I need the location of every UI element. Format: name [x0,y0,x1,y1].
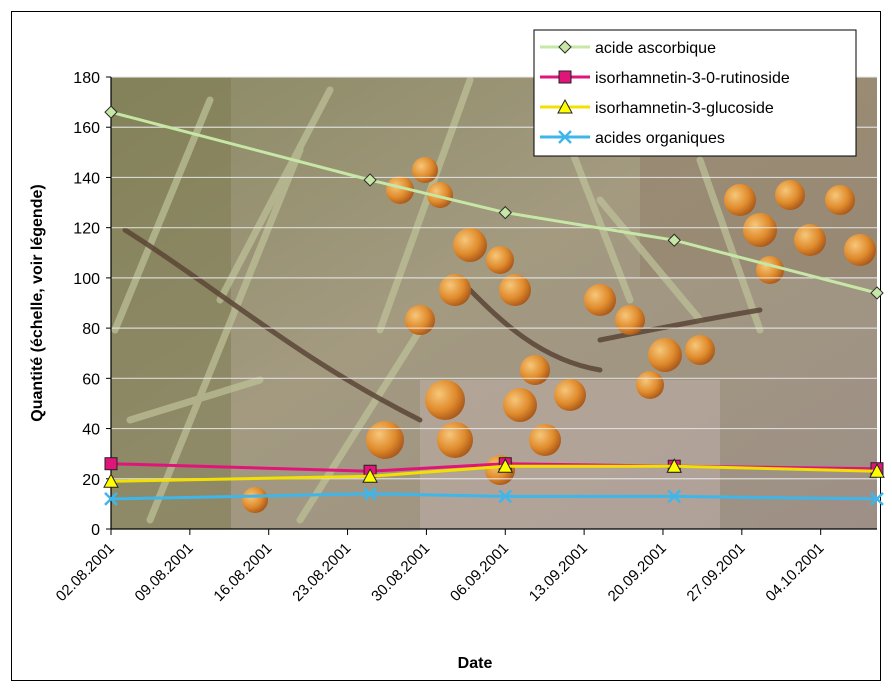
data-point [870,286,884,300]
x-tick-label: 13.09.2001 [526,540,591,605]
x-axis-ticks: 02.08.2001 09.08.2001 16.08.2001 23.08.2001… [53,529,828,605]
x-tick-label: 30.08.2001 [368,540,433,605]
legend-label: isorhamnetin-3-0-rutinoside [595,70,790,87]
data-point [667,489,682,504]
legend-marker [557,98,573,114]
x-tick-label: 27.09.2001 [684,540,749,605]
data-point [667,233,681,247]
y-tick-label: 0 [91,522,100,539]
x-tick-label: 04.10.2001 [762,540,827,605]
data-point [498,205,512,220]
x-tick-label: 02.08.2001 [53,540,118,605]
y-tick-label: 120 [73,221,100,238]
x-tick-label: 09.08.2001 [132,540,197,605]
y-tick-label: 80 [82,321,100,338]
y-tick-label: 180 [73,70,100,87]
y-tick-label: 60 [82,371,100,388]
y-tick-label: 20 [82,472,100,489]
legend-label: acide ascorbique [595,40,716,57]
x-axis-title: Date [458,655,493,672]
x-tick-label: 16.08.2001 [210,540,275,605]
data-point [362,468,378,483]
data-point [104,457,118,471]
x-tick-label: 06.09.2001 [447,540,512,605]
data-point [869,463,885,478]
legend-label: acides organiques [595,130,725,147]
legend-marker [558,130,572,144]
data-point [363,486,377,501]
x-tick-label: 20.09.2001 [605,540,670,605]
data-point [870,491,884,506]
data-point [104,491,118,506]
y-tick-label: 140 [73,170,100,187]
x-tick-label: 23.08.2001 [289,540,354,605]
axes [110,77,877,530]
y-axis-title: Quantité (échelle, voir légende) [29,184,46,421]
data-point [104,105,118,119]
y-tick-label: 160 [73,120,100,137]
legend-label: isorhamnetin-3-glucoside [595,100,774,117]
data-point [497,458,514,473]
legend-marker [558,40,572,54]
series-layer [103,105,885,506]
data-point [103,473,119,488]
legend: acide ascorbique isorhamnetin-3-0-rutinos… [533,29,857,157]
y-tick-label: 100 [73,271,100,288]
data-point [498,489,513,504]
y-axis-ticks: 0 20 40 60 80 100 120 140 160 180 [73,70,111,539]
data-point [363,173,377,187]
data-point [666,458,683,473]
legend-marker [558,70,572,84]
y-tick-label: 40 [82,422,100,439]
